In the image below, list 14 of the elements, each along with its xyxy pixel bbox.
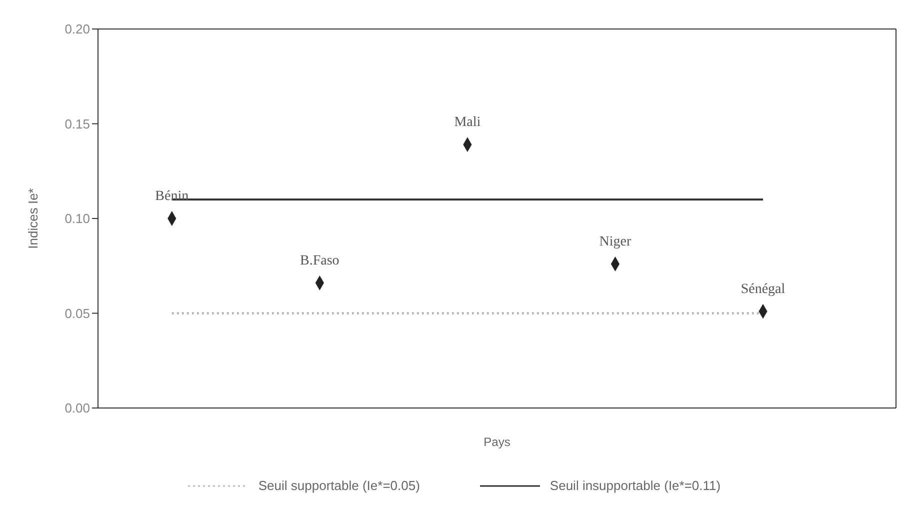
y-tick-label: 0.15 <box>64 116 90 132</box>
y-tick-label: 0.20 <box>64 22 90 37</box>
x-tick-label: Bénin <box>155 188 189 204</box>
y-axis-title: Indices Ie* <box>26 188 41 249</box>
x-tick-label: Niger <box>599 234 632 250</box>
x-axis-title: Pays <box>484 435 510 449</box>
y-tick-label: 0.05 <box>64 306 90 321</box>
legend-label: Seuil insupportable (Ie*=0.11) <box>550 478 721 493</box>
y-tick-label: 0.10 <box>64 211 90 226</box>
y-tick-label: 0.00 <box>64 400 90 416</box>
legend-label: Seuil supportable (Ie*=0.05) <box>258 478 420 493</box>
x-tick-label: Mali <box>454 115 481 130</box>
x-tick-label: Sénégal <box>740 282 786 297</box>
x-tick-label: B.Faso <box>300 253 340 268</box>
